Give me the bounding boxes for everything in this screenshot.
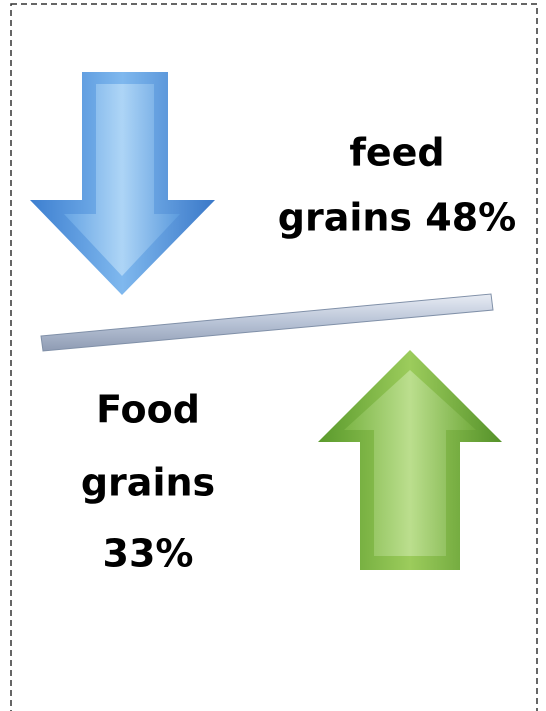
label-line: Food bbox=[96, 388, 200, 432]
down-arrow bbox=[30, 72, 215, 295]
label-line: grains bbox=[81, 461, 215, 505]
label-line: feed bbox=[349, 131, 444, 175]
label-line: grains 48% bbox=[278, 196, 516, 240]
divider-bar bbox=[40, 293, 494, 352]
up-arrow bbox=[318, 350, 502, 570]
dashed-border bbox=[10, 3, 538, 711]
label-line: 33% bbox=[103, 532, 194, 576]
